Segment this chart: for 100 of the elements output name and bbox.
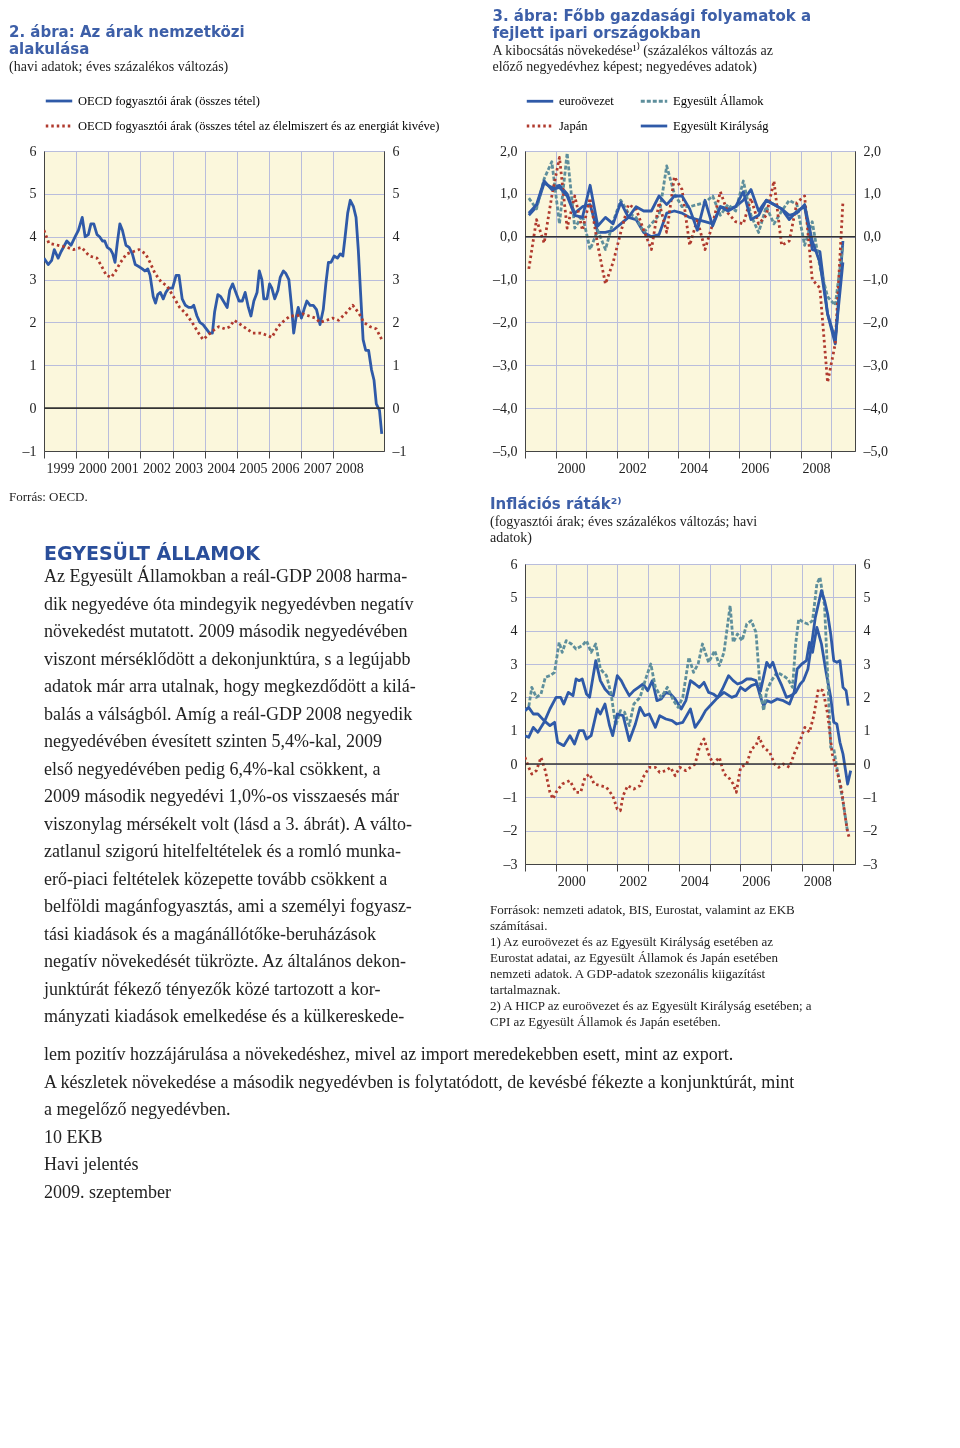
text: dik negyedéve óta mindegyik negyedévben negatív [44, 593, 414, 614]
text: 1) Az euroövezet és az Egyesült Királyság esetében az Eurostat adatai, az Egyesült Államok és Japán esetében nemzeti adatok. A GDP-adatok szezonális kiigazítást tartalmaznak. [490, 934, 779, 997]
y2-tick-label: 2 [392, 314, 400, 330]
y-tick-label: –2 [502, 823, 518, 839]
text: 2009. szeptember [44, 1181, 171, 1202]
x-tick-label: 2001 [110, 460, 139, 476]
text: növekedést mutatott. 2009 második negyedévében [44, 621, 408, 641]
y2-tick-label: 5 [392, 186, 400, 202]
y2-tick-label: –4,0 [862, 400, 888, 416]
y2-tick-label: –5,0 [862, 443, 888, 459]
legend-label: euroövezet [559, 94, 615, 109]
y2-tick-label: 3 [863, 656, 871, 672]
y-tick-label: 5 [29, 186, 37, 202]
x-tick-label: 2006 [741, 460, 770, 476]
y-tick-label: 0 [510, 756, 518, 772]
y-tick-label: 1 [29, 357, 37, 373]
x-tick-label: 2008 [802, 460, 831, 476]
y-tick-label: –4,0 [492, 400, 518, 416]
y-tick-label: 2 [510, 689, 518, 705]
x-tick-label: 2008 [803, 873, 832, 889]
y-tick-label: 2,0 [500, 143, 518, 159]
x-tick-label: 1999 [46, 460, 75, 476]
text: 2) A HICP az euroövezet és az Egyesült Királyság esetében; a CPI az Egyesült Államok és Japán esetében. [490, 998, 812, 1029]
x-tick-label: 2002 [619, 873, 648, 889]
legend-label: OECD fogyasztói árak (összes tétel) [78, 94, 260, 108]
y-tick-label: 4 [29, 229, 37, 245]
text: Forrás: OECD. [9, 489, 88, 504]
y2-tick-label: –1,0 [862, 272, 888, 288]
y-tick-label: 5 [510, 589, 518, 605]
x-tick-label: 2000 [557, 873, 586, 889]
y2-tick-label: 1 [392, 357, 400, 373]
text: zatlanul szigorú hitelfeltételek és a romló munka- [44, 841, 401, 861]
y-tick-label: 0 [29, 400, 37, 416]
text: A készletek növekedése a második negyedévben is folytatódott, de kevésbé fékezte a konjunktúrát, mint [44, 1071, 795, 1092]
y-tick-label: 1 [510, 723, 518, 739]
text: junktúrát fékező tényezők közé tartozott a kor- [43, 978, 381, 999]
text: negyedévében évesített szinten 5,4%-kal, 2009 [44, 731, 382, 751]
y2-tick-label: 0 [392, 400, 400, 416]
chart-subtitle: A kibocsátás növekedése¹⁾ (százalékos változás az előző negyedévhez képest; negyedéves adatok) [492, 42, 773, 75]
y-tick-label: 3 [510, 656, 518, 672]
text: 2009 második negyedévi 1,0%-os visszaesés már [44, 786, 399, 806]
chart-title: 3. ábra: Főbb gazdasági folyamatok a fejlett ipari országokban [492, 7, 812, 42]
chart-title: Inflációs ráták²⁾ [490, 495, 622, 513]
text: mányzati kiadások emelkedése és a külkereskede- [44, 1006, 405, 1026]
text: 10 EKB [44, 1126, 103, 1147]
y2-tick-label: 1 [863, 723, 871, 739]
y2-tick-label: –3 [862, 856, 878, 872]
x-tick-label: 2007 [303, 460, 332, 476]
y2-tick-label: 0 [863, 756, 871, 772]
text: erő-piaci feltételek közepette tovább csökkent a [44, 868, 388, 889]
text: Az Egyesült Államokban a reál-GDP 2008 harma- [44, 565, 408, 586]
y-tick-label: 4 [510, 623, 518, 639]
chart-title: 2. ábra: Az árak nemzetközi alakulása [9, 23, 245, 58]
text: a megelőző negyedévben. [44, 1099, 231, 1119]
y2-tick-label: 3 [392, 272, 400, 288]
text: tási kiadások és a magánállótőke-beruházások [44, 923, 376, 944]
text: belföldi magánfogyasztás, ami a személyi fogyasz- [44, 896, 412, 916]
y-tick-label: –3 [502, 856, 518, 872]
y2-tick-label: 6 [863, 556, 871, 572]
y2-tick-label: –2,0 [862, 314, 888, 330]
y2-tick-label: 2,0 [863, 143, 881, 159]
y2-tick-label: 2 [863, 689, 871, 705]
x-tick-label: 2000 [557, 460, 586, 476]
y2-tick-label: –1 [862, 789, 878, 805]
x-tick-label: 2000 [78, 460, 107, 476]
legend-label: Egyesült Államok [673, 94, 765, 109]
x-tick-label: 2005 [239, 460, 268, 476]
y-tick-label: –1 [21, 443, 37, 459]
x-tick-label: 2006 [742, 873, 771, 889]
y2-tick-label: –1 [391, 443, 407, 459]
x-tick-label: 2008 [335, 460, 364, 476]
y2-tick-label: 4 [863, 623, 871, 639]
text: Források: nemzeti adatok, BIS, Eurostat, valamint az EKB számításai. [490, 902, 796, 933]
text: lem pozitív hozzájárulása a növekedéshez, mivel az import meredekebben esett, mint az export. [44, 1044, 734, 1064]
y-tick-label: –2,0 [492, 314, 518, 330]
text: első negyedévében pedig 6,4%-kal csökkent, a [44, 758, 381, 779]
x-tick-label: 2006 [271, 460, 300, 476]
y-tick-label: 2 [29, 314, 37, 330]
chart-subtitle: (fogyasztói árak; éves százalékos változás; havi adatok) [490, 514, 758, 546]
text: negatív növekedését tükrözte. Az általános dekon- [44, 951, 406, 971]
text: viszont mérséklődött a dekonjunktúra, s a legújabb [44, 648, 411, 669]
text: viszonylag mérsékelt volt (lásd a 3. ábrát). A válto- [44, 813, 412, 835]
chart-subtitle: (havi adatok; éves százalékos változás) [9, 59, 229, 75]
x-tick-label: 2004 [680, 873, 709, 889]
y-tick-label: 0,0 [500, 229, 518, 245]
text: EGYESÜLT ÁLLAMOK [44, 541, 262, 564]
x-tick-label: 2003 [175, 460, 204, 476]
x-tick-label: 2002 [618, 460, 647, 476]
y-tick-label: –1,0 [492, 272, 518, 288]
y2-tick-label: 0,0 [863, 229, 881, 245]
y-tick-label: 6 [510, 556, 518, 572]
legend-label: Egyesült Királyság [673, 119, 770, 133]
y2-tick-label: 4 [392, 229, 400, 245]
y2-tick-label: 5 [863, 589, 871, 605]
y-tick-label: –5,0 [492, 443, 518, 459]
text: adatok már arra utalnak, hogy megkezdődött a kilá- [44, 676, 416, 696]
legend-label: OECD fogyasztói árak (összes tétel az élelmiszert és az energiát kivéve) [78, 119, 440, 133]
y-tick-label: –3,0 [492, 357, 518, 373]
x-tick-label: 2004 [680, 460, 709, 476]
x-tick-label: 2002 [142, 460, 171, 476]
